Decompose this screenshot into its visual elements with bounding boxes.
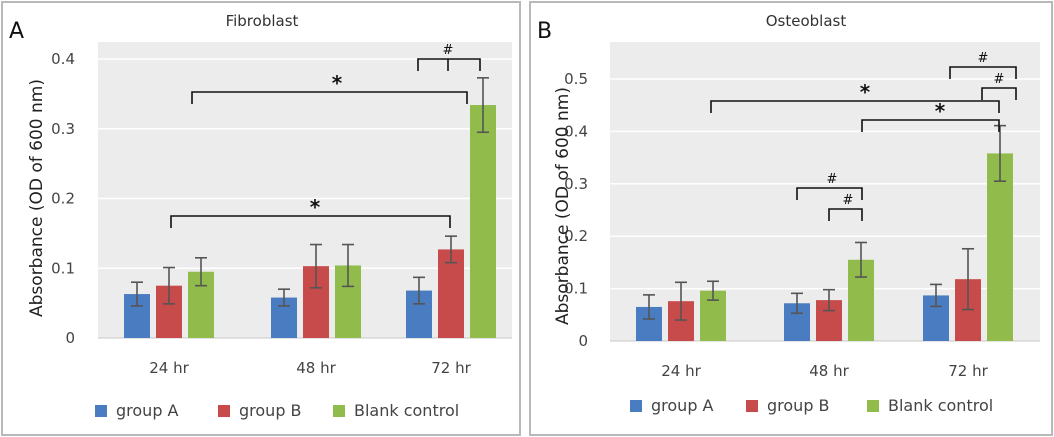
bar-group-b	[438, 249, 464, 338]
legend-swatch	[333, 405, 345, 417]
panel-letter: B	[537, 19, 552, 44]
panel-a: 0 0.1 0.2 0.3 0.4 A Fibroblast Absorbance (OD o…	[0, 0, 522, 437]
bracket-line	[170, 215, 451, 228]
legend-label: group A	[651, 396, 714, 415]
x-category-label: 24 hr	[661, 362, 701, 380]
significance-bracket: #	[796, 172, 863, 200]
bracket-line	[417, 58, 481, 71]
bracket-line	[710, 100, 1000, 113]
bar-blank-control	[987, 153, 1013, 341]
bracket-line	[981, 87, 1017, 100]
y-tick-label: 0.4	[564, 122, 588, 140]
legend-swatch	[630, 400, 642, 412]
y-tick-label: 0.3	[51, 120, 75, 138]
y-axis-title: Absorbance (OD of 600 nm)	[553, 87, 573, 325]
significance-label: #	[994, 72, 1005, 87]
significance-bracket: *	[191, 71, 468, 104]
significance-bracket: *	[710, 80, 1000, 113]
y-tick-label: 0	[578, 332, 588, 350]
y-tick-label: 0.5	[564, 70, 588, 88]
significance-label: *	[332, 71, 343, 95]
significance-label: *	[935, 99, 946, 123]
chart-title: Osteoblast	[766, 12, 847, 30]
significance-label: #	[827, 172, 838, 187]
y-tick-label: 0.2	[564, 227, 588, 245]
y-tick-label: 0.1	[51, 259, 75, 277]
legend-label: group B	[767, 396, 830, 415]
significance-bracket: #	[949, 51, 1017, 79]
x-category-label: 48 hr	[296, 359, 336, 377]
chart-title: Fibroblast	[226, 12, 299, 30]
significance-bracket: *	[861, 99, 1000, 132]
legend-label: Blank control	[354, 401, 459, 420]
bracket-line	[191, 91, 468, 104]
legend-label: group B	[239, 401, 302, 420]
significance-bracket: *	[170, 195, 451, 228]
legend-swatch	[95, 405, 107, 417]
panel-b-border	[529, 1, 1053, 436]
bracket-line	[828, 208, 863, 221]
panel-a-border	[1, 1, 521, 436]
significance-label: #	[978, 51, 989, 66]
significance-bracket: #	[981, 72, 1017, 100]
legend-swatch	[746, 400, 758, 412]
panel-letter: A	[9, 19, 24, 44]
significance-label: *	[310, 195, 321, 219]
significance-label: #	[443, 43, 454, 58]
legend-label: group A	[116, 401, 179, 420]
bracket-line	[861, 119, 1000, 132]
y-tick-label: 0	[65, 329, 75, 347]
bracket-line	[949, 66, 1017, 79]
panel-b: 0 0.1 0.2 0.3 0.4 0.5 B Osteoblast Absorbance (O…	[528, 0, 1054, 437]
legend-label: Blank control	[888, 396, 993, 415]
x-category-label: 24 hr	[149, 359, 189, 377]
y-tick-label: 0.3	[564, 175, 588, 193]
significance-label: *	[860, 80, 871, 104]
x-category-label: 48 hr	[809, 362, 849, 380]
y-tick-label: 0.4	[51, 50, 75, 68]
significance-bracket: #	[828, 193, 863, 221]
y-axis-title: Absorbance (OD of 600 nm)	[27, 79, 47, 317]
legend-swatch	[867, 400, 879, 412]
osteoblast-chart: 0 0.1 0.2 0.3 0.4 0.5 B Osteoblast Absorbance (O…	[537, 12, 1040, 415]
significance-label: #	[843, 193, 854, 208]
x-category-label: 72 hr	[948, 362, 988, 380]
legend-swatch	[218, 405, 230, 417]
y-tick-label: 0.1	[564, 280, 588, 298]
x-category-label: 72 hr	[431, 359, 471, 377]
bracket-line	[796, 187, 863, 200]
fibroblast-chart: 0 0.1 0.2 0.3 0.4 A Fibroblast Absorbance (OD o…	[9, 12, 512, 420]
significance-bracket: #	[417, 43, 481, 71]
y-tick-label: 0.2	[51, 190, 75, 208]
bar-blank-control	[470, 105, 496, 338]
